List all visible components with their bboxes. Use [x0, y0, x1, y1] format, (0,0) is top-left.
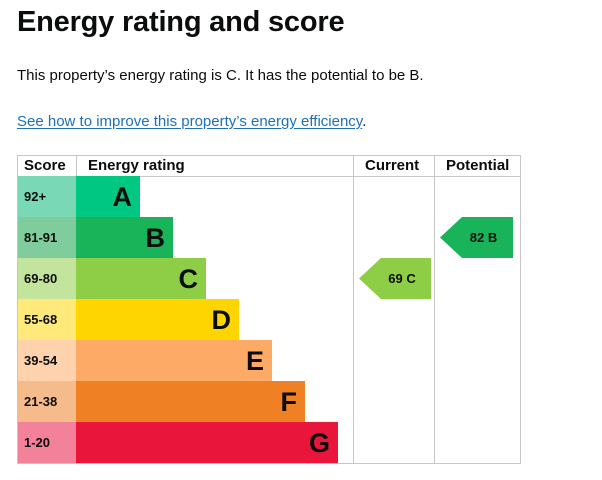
score-range: 55-68 [18, 299, 76, 340]
rating-row-g: 1-20 G [18, 422, 353, 463]
rating-band-g: G [76, 422, 338, 463]
band-letter: D [211, 305, 232, 335]
link-suffix: . [362, 113, 367, 130]
current-rating-arrow: 69 C [359, 258, 431, 299]
header-current: Current [365, 157, 420, 174]
rating-band-a: A [76, 176, 140, 217]
rating-row-e: 39-54 E [18, 340, 353, 381]
score-range: 1-20 [18, 422, 76, 463]
current-divider [353, 156, 354, 463]
rating-row-d: 55-68 D [18, 299, 353, 340]
band-letter: F [280, 387, 298, 417]
band-letter: E [245, 346, 264, 376]
band-letter: A [112, 182, 133, 212]
band-letter: C [178, 264, 199, 294]
rating-row-c: 69-80 C [18, 258, 353, 299]
header-potential: Potential [446, 157, 510, 174]
header-score: Score [24, 157, 66, 174]
improvement-link-line: See how to improve this property’s energ… [17, 113, 366, 130]
rating-band-d: D [76, 299, 239, 340]
rating-row-f: 21-38 F [18, 381, 353, 422]
score-range: 69-80 [18, 258, 76, 299]
potential-rating-arrow: 82 B [440, 217, 513, 258]
rating-row-b: 81-91 B [18, 217, 353, 258]
rating-band-f: F [76, 381, 305, 422]
rating-summary: This property’s energy rating is C. It h… [17, 67, 424, 84]
rating-band-b: B [76, 217, 173, 258]
band-letter: B [145, 223, 166, 253]
improve-efficiency-link[interactable]: See how to improve this property’s energ… [17, 113, 363, 130]
rating-band-e: E [76, 340, 272, 381]
page-title: Energy rating and score [17, 6, 345, 38]
energy-rating-table: Score Energy rating Current Potential 92… [17, 155, 521, 464]
rating-row-a: 92+ A [18, 176, 353, 217]
score-range: 39-54 [18, 340, 76, 381]
potential-divider [434, 156, 435, 463]
score-range: 92+ [18, 176, 76, 217]
header-energy-rating: Energy rating [88, 157, 185, 174]
score-range: 81-91 [18, 217, 76, 258]
band-letter: G [308, 428, 330, 458]
rating-band-c: C [76, 258, 206, 299]
header-divider [18, 176, 520, 177]
score-range: 21-38 [18, 381, 76, 422]
